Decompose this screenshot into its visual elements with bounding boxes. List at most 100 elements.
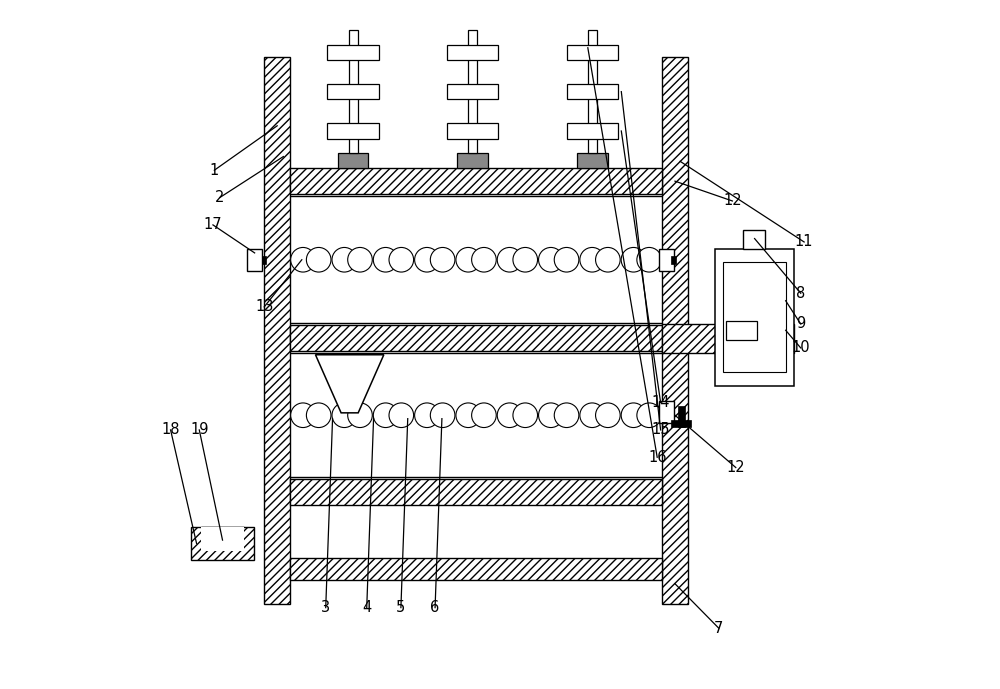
Bar: [678, 407, 685, 427]
Circle shape: [415, 247, 439, 272]
Circle shape: [389, 247, 414, 272]
Text: 3: 3: [321, 600, 330, 615]
Circle shape: [554, 403, 579, 428]
Bar: [290, 558, 662, 580]
Bar: [344, 407, 360, 424]
Circle shape: [472, 247, 496, 272]
Text: 16: 16: [648, 450, 666, 465]
Bar: [427, 407, 443, 424]
Circle shape: [306, 403, 331, 428]
Circle shape: [291, 403, 315, 428]
Bar: [551, 251, 567, 269]
Bar: [592, 251, 608, 269]
Bar: [386, 407, 401, 424]
Circle shape: [332, 403, 357, 428]
Bar: [303, 251, 319, 269]
Circle shape: [637, 247, 661, 272]
Circle shape: [513, 403, 538, 428]
Text: 7: 7: [714, 621, 723, 636]
Bar: [290, 168, 662, 194]
Bar: [262, 256, 266, 264]
Bar: [457, 153, 488, 168]
Text: 2: 2: [215, 190, 224, 205]
Bar: [247, 249, 262, 271]
Bar: [468, 407, 484, 424]
Circle shape: [497, 403, 522, 428]
Bar: [592, 407, 608, 424]
Bar: [386, 251, 401, 269]
Circle shape: [472, 403, 496, 428]
Circle shape: [415, 403, 439, 428]
Bar: [338, 153, 368, 168]
Bar: [349, 30, 358, 153]
Bar: [191, 527, 254, 559]
Bar: [577, 153, 608, 168]
Bar: [427, 251, 443, 269]
Circle shape: [621, 403, 646, 428]
Bar: [447, 45, 498, 60]
Bar: [743, 229, 765, 249]
Bar: [659, 401, 674, 423]
Bar: [633, 407, 649, 424]
Bar: [662, 324, 794, 353]
Circle shape: [497, 247, 522, 272]
Circle shape: [291, 247, 315, 272]
Text: 17: 17: [204, 218, 222, 232]
Text: 9: 9: [796, 316, 805, 331]
Bar: [510, 407, 525, 424]
Polygon shape: [315, 355, 384, 413]
Bar: [344, 251, 360, 269]
Bar: [447, 123, 498, 138]
Circle shape: [348, 247, 372, 272]
Text: 4: 4: [362, 600, 371, 615]
Bar: [659, 249, 674, 271]
Bar: [715, 249, 794, 386]
Circle shape: [389, 403, 414, 428]
Bar: [671, 420, 691, 427]
Circle shape: [430, 247, 455, 272]
Text: 13: 13: [255, 300, 273, 314]
Bar: [726, 320, 757, 340]
Text: 12: 12: [723, 194, 742, 209]
Circle shape: [373, 247, 398, 272]
Circle shape: [430, 403, 455, 428]
Text: 1: 1: [210, 163, 219, 178]
Bar: [551, 407, 567, 424]
Circle shape: [580, 403, 604, 428]
Bar: [671, 256, 676, 264]
Bar: [327, 84, 379, 99]
Bar: [201, 527, 244, 551]
Circle shape: [554, 247, 579, 272]
Bar: [303, 407, 319, 424]
Circle shape: [596, 247, 620, 272]
Circle shape: [580, 247, 604, 272]
Bar: [588, 30, 597, 153]
Text: 12: 12: [726, 460, 745, 475]
Text: 10: 10: [791, 340, 810, 356]
Bar: [327, 45, 379, 60]
Circle shape: [637, 403, 661, 428]
Text: 14: 14: [651, 395, 670, 410]
Circle shape: [373, 403, 398, 428]
Bar: [290, 325, 662, 351]
Bar: [510, 251, 525, 269]
Bar: [662, 57, 688, 604]
Circle shape: [539, 403, 563, 428]
Circle shape: [456, 403, 481, 428]
Bar: [290, 479, 662, 505]
Circle shape: [621, 247, 646, 272]
Circle shape: [332, 247, 357, 272]
Text: 18: 18: [161, 422, 180, 438]
Bar: [567, 84, 618, 99]
Bar: [567, 45, 618, 60]
Bar: [633, 251, 649, 269]
Bar: [468, 30, 477, 153]
Circle shape: [513, 247, 538, 272]
Text: 5: 5: [396, 600, 406, 615]
Text: 11: 11: [795, 234, 813, 249]
Circle shape: [596, 403, 620, 428]
Text: 6: 6: [430, 600, 440, 615]
Bar: [264, 57, 290, 604]
Bar: [327, 123, 379, 138]
Bar: [567, 123, 618, 138]
